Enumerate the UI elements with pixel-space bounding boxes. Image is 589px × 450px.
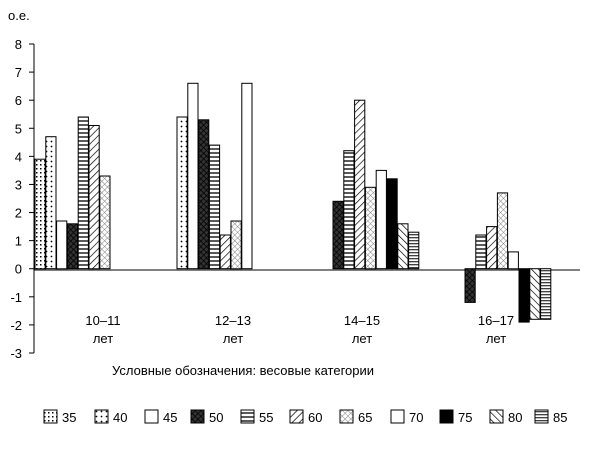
bar-70-4	[507, 251, 519, 270]
y-tick-label: -2	[10, 318, 22, 333]
legend-label-40: 40	[113, 410, 127, 425]
bar-75-3	[386, 178, 398, 270]
category-label-line1: 12–13	[215, 313, 251, 328]
y-tick-label: 8	[15, 37, 22, 52]
bar-65-1	[99, 175, 111, 270]
bar-55-4	[475, 234, 487, 270]
legend-label-70: 70	[409, 410, 423, 425]
bar-85-3	[408, 231, 420, 270]
legend-label-80: 80	[508, 410, 522, 425]
legend-swatch-60	[289, 409, 304, 424]
y-tick-label: 3	[15, 177, 22, 192]
bar-65-3	[364, 186, 377, 270]
bar-35-1	[34, 158, 46, 270]
bar-55-3	[343, 150, 355, 270]
category-label-line1: 10–11	[85, 313, 120, 328]
bar-75-4	[518, 268, 530, 323]
legend-label-55: 55	[259, 410, 273, 425]
bar-55-2	[208, 144, 221, 270]
legend-swatch-75	[439, 409, 454, 424]
legend-label-85: 85	[553, 410, 567, 425]
bar-80-4	[529, 268, 541, 320]
y-tick-label: 4	[15, 149, 22, 164]
legend-label-65: 65	[358, 410, 372, 425]
category-label-group: 10–11 лет 12–13 лет 14–15 лет 16–17 лет	[85, 313, 514, 346]
category-label-line2: лет	[93, 331, 113, 346]
bar-65-2	[230, 220, 242, 270]
legend-swatch-45	[144, 409, 159, 424]
y-tick-label: -3	[10, 346, 22, 361]
bar-60-1	[88, 125, 100, 270]
legend-swatch-40	[94, 409, 109, 424]
bar-60-3	[354, 99, 366, 270]
y-tick-label: 1	[15, 234, 22, 249]
bar-group	[34, 82, 552, 323]
legend-swatch-85	[534, 409, 549, 424]
legend-label-45: 45	[163, 410, 177, 425]
y-axis-unit-label: о.е.	[8, 8, 30, 23]
y-tick-label: 6	[15, 93, 22, 108]
bar-60-2	[219, 234, 231, 270]
bar-85-4	[540, 268, 552, 320]
category-label-line1: 16–17	[478, 313, 514, 328]
category-label-line1: 14–15	[344, 313, 380, 328]
category-label-line2: лет	[486, 331, 506, 346]
bar-80-3	[397, 223, 409, 270]
category-label-line2: лет	[352, 331, 372, 346]
bar-70-3	[375, 169, 387, 270]
legend-swatch-50	[190, 409, 205, 424]
legend-label-50: 50	[209, 410, 223, 425]
bar-40-1	[45, 136, 57, 270]
bar-60-4	[486, 226, 498, 270]
y-tick-label: 7	[15, 65, 22, 80]
bar-45-1	[56, 220, 68, 270]
bar-70-2	[241, 82, 253, 270]
y-tick-group: 8 7 6 5 4 3 2 1 0 -1 -2 -3	[10, 37, 34, 361]
legend-swatch-55	[240, 409, 255, 424]
y-tick-label: 5	[15, 121, 22, 136]
legend-swatch-65	[339, 409, 354, 424]
bar-40-2	[176, 116, 188, 270]
bar-50-2	[198, 119, 210, 270]
legend-swatch-80	[489, 409, 504, 424]
bar-50-1	[66, 223, 79, 270]
legend-label-35: 35	[62, 410, 76, 425]
bar-65-4	[496, 192, 509, 270]
y-tick-label: 0	[15, 262, 22, 277]
bar-45-2	[187, 82, 199, 270]
y-tick-label: -1	[10, 290, 22, 305]
legend-label-75: 75	[458, 410, 472, 425]
y-tick-label: 2	[15, 206, 22, 221]
legend-swatch-35	[43, 409, 58, 424]
bar-50-3	[332, 200, 344, 270]
legend-title: Условные обозначения: весовые категории	[112, 363, 374, 378]
category-label-line2: лет	[223, 331, 243, 346]
legend: 35 40 45 50 55 60 65 70 75 80 85	[43, 409, 567, 425]
legend-label-60: 60	[308, 410, 322, 425]
bar-55-1	[77, 116, 89, 270]
bar-50-4	[464, 268, 476, 303]
legend-swatch-70	[390, 409, 405, 424]
